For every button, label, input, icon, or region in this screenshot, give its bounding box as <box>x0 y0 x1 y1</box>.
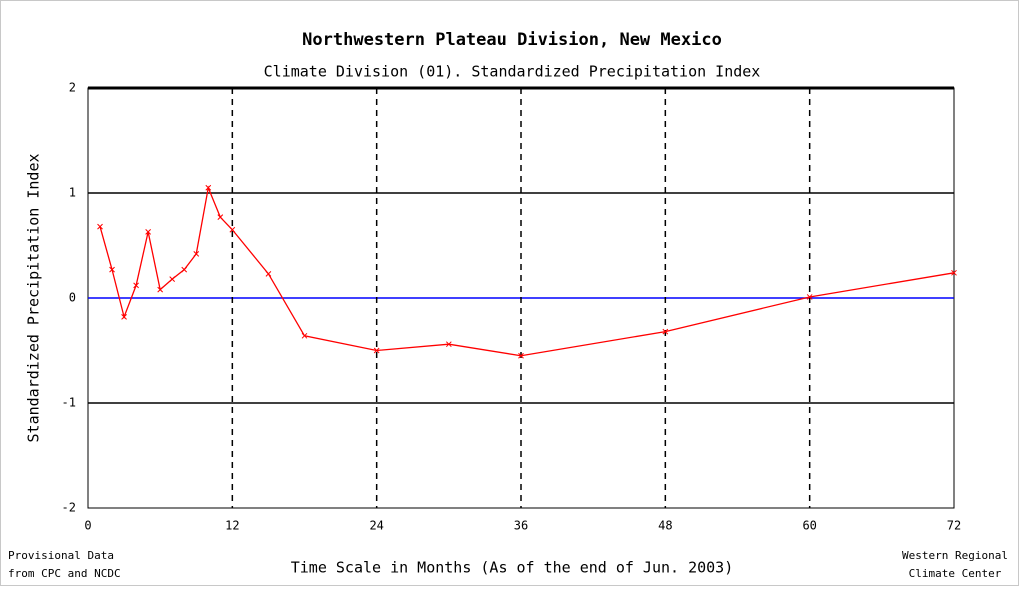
data-point <box>217 214 224 221</box>
y-tick-label: -2 <box>62 501 76 515</box>
chart-title: Northwestern Plateau Division, New Mexic… <box>302 30 722 50</box>
x-tick-label: 72 <box>947 519 961 533</box>
data-point <box>121 314 127 320</box>
y-tick-label: -1 <box>62 396 76 410</box>
data-point <box>445 341 452 348</box>
data-line <box>99 185 955 357</box>
data-point <box>301 332 308 339</box>
footnote-left: Provisional Data <box>8 549 114 562</box>
data-point <box>518 352 524 359</box>
x-tick-label: 48 <box>658 519 672 533</box>
x-tick-label: 0 <box>84 519 91 533</box>
y-tick-label: 2 <box>69 81 76 95</box>
x-tick-label: 36 <box>514 519 528 533</box>
data-point <box>229 226 236 233</box>
data-point <box>145 228 151 235</box>
data-point <box>951 269 957 276</box>
x-tick-label: 24 <box>369 519 383 533</box>
data-point <box>265 270 272 277</box>
footnote-right: Climate Center <box>909 567 1002 580</box>
x-tick-label: 12 <box>225 519 239 533</box>
data-point <box>806 294 813 300</box>
data-point <box>133 282 139 289</box>
data-point <box>181 266 188 273</box>
data-point <box>205 184 212 191</box>
data-point <box>193 251 200 257</box>
y-axis-label: Standardized Precipitation Index <box>25 154 43 443</box>
footnote-right: Western Regional <box>902 549 1008 562</box>
data-point <box>109 266 115 273</box>
x-tick-label: 60 <box>802 519 816 533</box>
data-point <box>169 276 176 282</box>
footnote-left: from CPC and NCDC <box>8 567 121 580</box>
y-tick-label: 0 <box>69 291 76 305</box>
data-point <box>97 223 103 230</box>
y-tick-label: 1 <box>69 186 76 200</box>
data-point <box>157 286 164 293</box>
data-point <box>662 328 669 335</box>
data-point <box>373 347 380 354</box>
chart-subtitle: Climate Division (01). Standardized Prec… <box>264 63 761 81</box>
x-axis-label: Time Scale in Months (As of the end of J… <box>291 559 734 577</box>
